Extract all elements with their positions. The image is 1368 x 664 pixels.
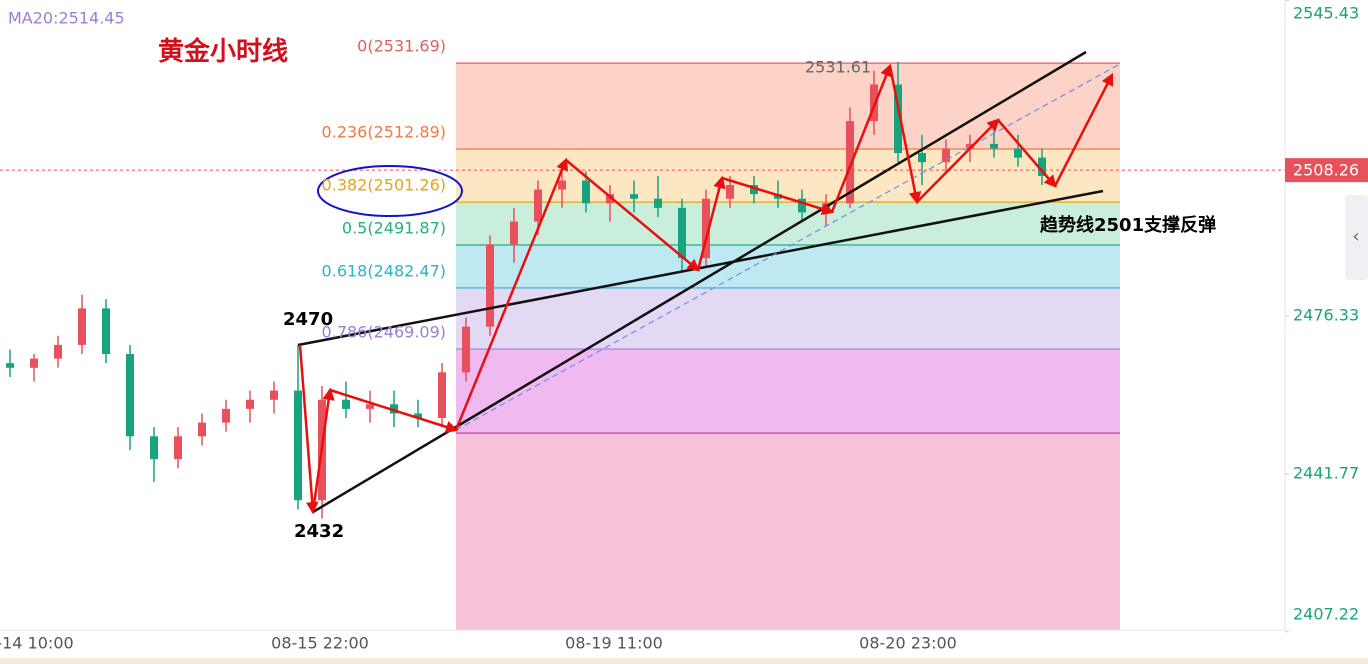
candle-body	[6, 363, 14, 368]
candle-body	[1014, 148, 1022, 158]
fib-label: 0.618(2482.47)	[322, 261, 446, 280]
trend-line	[312, 50, 1087, 514]
candle-body	[486, 244, 494, 327]
wave-arrow	[454, 157, 569, 431]
candle-body	[534, 189, 542, 222]
x-tick-label: -14 10:00	[0, 634, 74, 653]
candle-body	[390, 404, 398, 414]
indicator-label: MA20:2514.45	[8, 9, 125, 28]
candle-body	[222, 408, 230, 423]
candle-body	[54, 344, 62, 359]
candle-body	[942, 148, 950, 163]
y-tick-label: 2407.22	[1293, 605, 1359, 624]
candle-body	[654, 198, 662, 208]
candle-body	[102, 308, 110, 355]
candle-body	[174, 436, 182, 460]
candle-body	[78, 308, 86, 345]
candle-body	[294, 390, 302, 501]
fib-zone	[456, 349, 1120, 434]
trend-drawings	[297, 50, 1121, 515]
fib-zone	[456, 433, 1120, 630]
fib-label: 0.382(2501.26)	[322, 176, 446, 195]
fib-zone	[456, 63, 1120, 149]
candle-body	[918, 153, 926, 163]
candle-body	[630, 194, 638, 199]
y-tick-label: 2441.77	[1293, 463, 1359, 482]
candle-body	[510, 221, 518, 245]
highlight-ellipse	[317, 165, 463, 217]
wave-arrow	[916, 118, 1000, 203]
collapse-icon[interactable]: ‹	[1352, 226, 1359, 247]
wave-arrow	[565, 159, 700, 272]
candle-body	[438, 372, 446, 419]
wave-arrow	[1053, 72, 1114, 187]
candle-body	[126, 354, 134, 437]
x-tick-label: 08-15 22:00	[271, 634, 369, 653]
candle-body	[414, 413, 422, 419]
wave-arrow	[721, 176, 835, 216]
high-label: 2531.61	[805, 58, 871, 77]
fib-label: 0.786(2469.09)	[322, 323, 446, 342]
annotation: 2470	[283, 309, 333, 330]
chart-title: 黄金小时线	[158, 36, 288, 67]
candle-body	[558, 180, 566, 190]
candle-body	[966, 143, 974, 149]
fib-label: 0(2531.69)	[357, 37, 446, 56]
last-price-box	[1285, 158, 1368, 183]
candle-body	[846, 121, 854, 204]
candle-body	[1038, 157, 1046, 176]
wave-arrow	[311, 387, 335, 513]
candle-body	[150, 436, 158, 460]
fib-label: 0.5(2491.87)	[342, 219, 446, 238]
candle-body	[726, 185, 734, 199]
candle-body	[870, 84, 878, 122]
y-tick-label: 2545.43	[1293, 4, 1359, 23]
annotation: 2432	[294, 521, 344, 542]
candle-body	[678, 207, 686, 259]
fib-zone	[456, 287, 1120, 350]
annotation: 趋势线2501支撑反弹	[1040, 214, 1216, 236]
candle-body	[750, 185, 758, 195]
candle-body	[270, 390, 278, 400]
candle-body	[462, 326, 470, 373]
wave-arrow	[329, 388, 459, 433]
y-tick-label: 2476.33	[1293, 306, 1359, 325]
candle-body	[366, 404, 374, 409]
trend-line	[297, 189, 1104, 347]
wave-arrow	[888, 65, 922, 205]
candle-body	[990, 143, 998, 149]
trend-line	[455, 63, 1121, 431]
bottom-bar	[0, 658, 1368, 664]
candle-body	[582, 180, 590, 204]
wave-arrow	[830, 63, 893, 213]
candle-body	[246, 399, 254, 409]
wave-arrow	[696, 175, 726, 271]
collapse-button[interactable]	[1345, 195, 1368, 280]
wave-arrow	[997, 119, 1057, 188]
x-tick-label: 08-20 23:00	[859, 634, 957, 653]
candle-body	[894, 84, 902, 154]
x-tick-label: 08-19 11:00	[565, 634, 663, 653]
fib-label: 0.236(2512.89)	[322, 122, 446, 141]
candle-body	[342, 399, 350, 409]
candle-body	[606, 194, 614, 204]
candle-body	[198, 422, 206, 437]
fib-zone	[456, 202, 1120, 246]
candle-body	[702, 198, 710, 259]
wave-arrow	[298, 344, 319, 515]
candle-body	[30, 358, 38, 368]
candle-body	[798, 198, 806, 213]
last-price-label: 2508.26	[1293, 161, 1359, 180]
